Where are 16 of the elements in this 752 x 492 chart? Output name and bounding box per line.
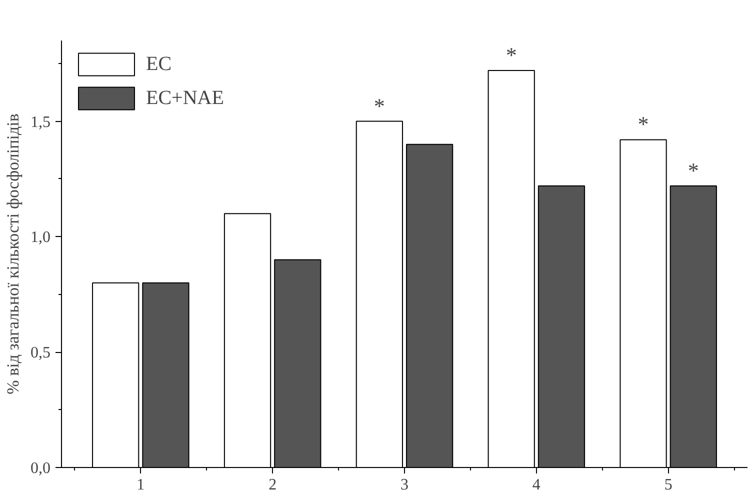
y-tick-label: 1,0 — [30, 229, 50, 246]
x-tick-label: 4 — [532, 476, 540, 492]
x-tick-label: 3 — [400, 476, 408, 492]
annotation: * — [374, 93, 385, 118]
y-axis-title: % від загальної кількості фосфоліпідів — [4, 114, 22, 394]
annotation: * — [506, 42, 517, 68]
annotation: * — [638, 112, 649, 137]
x-tick-label: 1 — [136, 476, 145, 492]
annotation: * — [688, 158, 699, 183]
x-tick-label: 5 — [664, 476, 672, 492]
legend-label: EC+NAE — [146, 86, 224, 110]
legend-label: EC — [146, 52, 172, 76]
y-tick-label: 0,0 — [30, 460, 50, 477]
x-tick-label: 2 — [268, 476, 277, 492]
y-tick-label: 1,5 — [30, 114, 50, 131]
y-tick-label: 0,5 — [30, 344, 50, 362]
